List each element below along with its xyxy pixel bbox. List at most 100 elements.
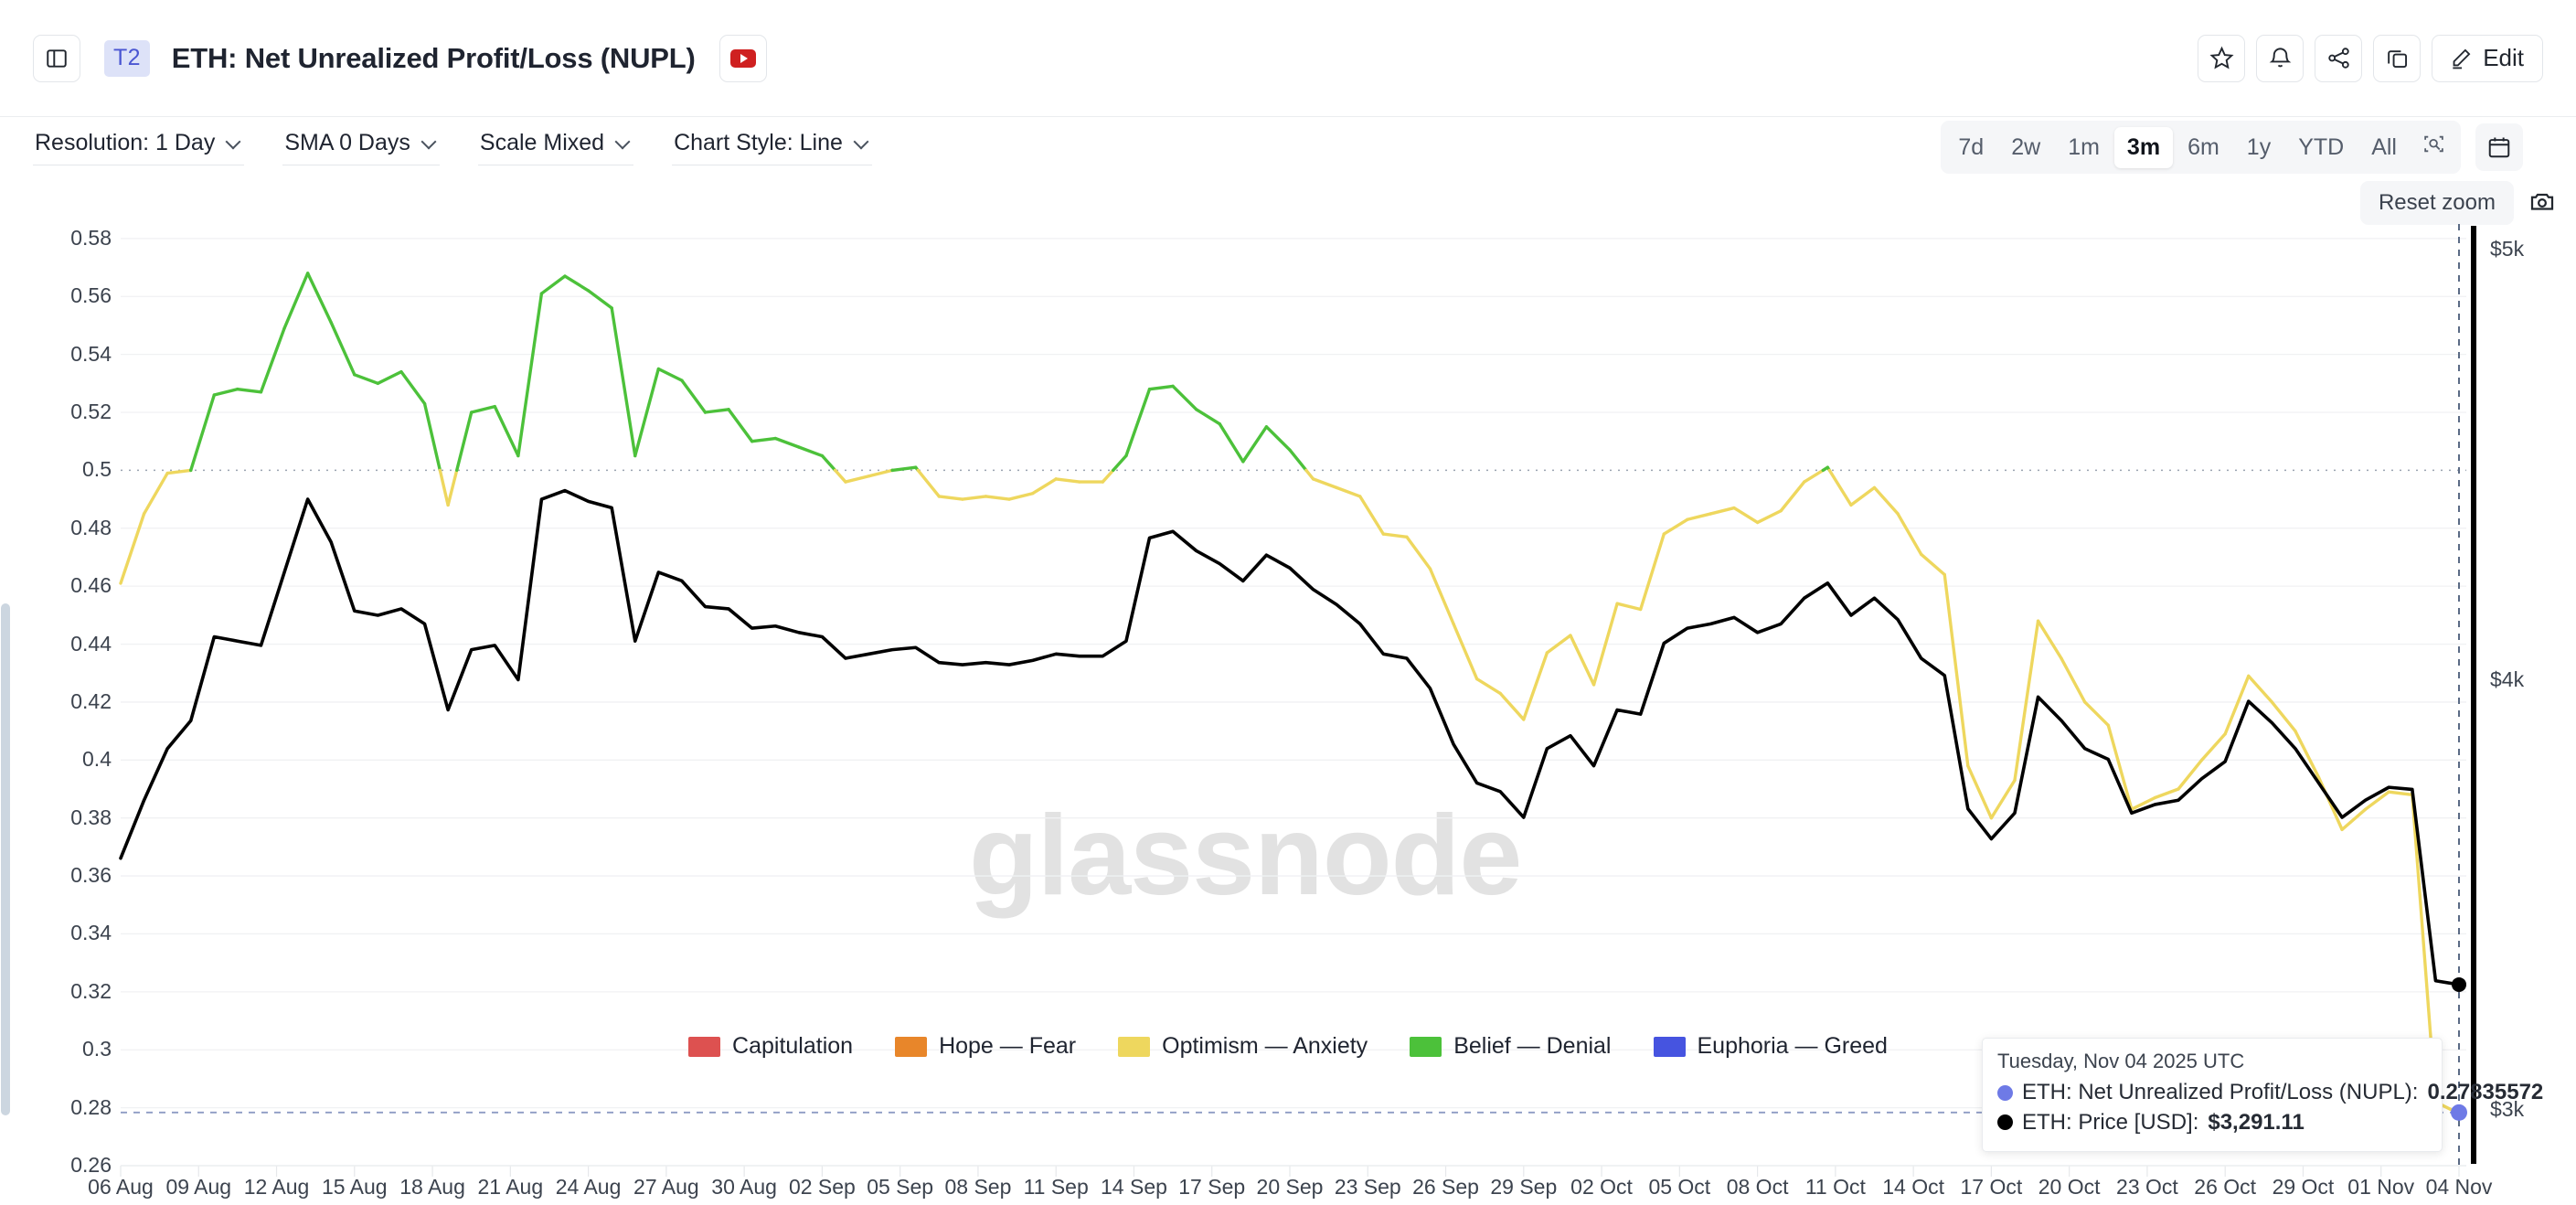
- range-1m[interactable]: 1m: [2068, 133, 2100, 160]
- x-axis-tick-label: 04 Nov: [2425, 1175, 2493, 1199]
- x-axis-tick-label: 26 Oct: [2194, 1175, 2257, 1199]
- series-dot-icon: [1997, 1114, 2013, 1131]
- y-axis-tick-label: 0.28: [70, 1094, 112, 1119]
- legend-label: Euphoria — Greed: [1697, 1033, 1888, 1059]
- chart-style-dropdown[interactable]: Chart Style: Line: [672, 130, 872, 165]
- star-icon: [2209, 46, 2234, 69]
- x-axis-tick-label: 30 Aug: [711, 1175, 777, 1199]
- x-axis-tick-label: 20 Sep: [1256, 1175, 1324, 1199]
- page-scrollbar[interactable]: [0, 0, 11, 1205]
- alerts-button[interactable]: [2256, 34, 2305, 82]
- chart-plot[interactable]: [0, 224, 2576, 1205]
- resolution-dropdown-label: Resolution: 1 Day: [35, 129, 216, 155]
- legend-swatch: [688, 1036, 721, 1057]
- legend-item-belief-denial[interactable]: Belief — Denial: [1410, 1033, 1612, 1060]
- page-title: ETH: Net Unrealized Profit/Loss (NUPL): [171, 41, 696, 74]
- series-dot-icon: [1997, 1084, 2013, 1101]
- x-axis-tick-label: 14 Sep: [1101, 1175, 1167, 1199]
- y-axis-tick-label: 0.52: [70, 400, 112, 423]
- range-selector-group: 7d 2w 1m 3m 6m 1y YTD All: [1941, 121, 2543, 174]
- header-bar: T2 ETH: Net Unrealized Profit/Loss (NUPL…: [0, 0, 2576, 117]
- chevron-down-icon: [422, 136, 436, 150]
- x-axis-tick-label: 18 Aug: [399, 1175, 465, 1199]
- legend-label: Capitulation: [732, 1033, 854, 1059]
- copy-button[interactable]: [2373, 34, 2422, 82]
- chart-style-dropdown-label: Chart Style: Line: [674, 129, 843, 155]
- x-axis-tick-label: 23 Oct: [2116, 1175, 2178, 1199]
- x-axis-tick-label: 17 Oct: [1960, 1175, 2023, 1199]
- x-axis-tick-label: 17 Sep: [1178, 1175, 1246, 1199]
- legend-item-hope-fear[interactable]: Hope — Fear: [895, 1033, 1076, 1060]
- y-axis-tick-label: 0.56: [70, 283, 112, 308]
- x-axis-tick-label: 15 Aug: [321, 1175, 388, 1199]
- range-2w[interactable]: 2w: [2011, 133, 2041, 160]
- reset-zoom-row: Reset zoom: [2210, 177, 2576, 229]
- zoom-select-icon: [2424, 135, 2443, 153]
- y-axis-tick-label: 0.54: [70, 341, 112, 366]
- legend-swatch: [1410, 1036, 1442, 1057]
- tooltip-date: Tuesday, Nov 04 2025 UTC: [1997, 1050, 2245, 1072]
- y-axis-tick-label: 0.3: [82, 1037, 112, 1061]
- chart-area[interactable]: glassnode 0.58 0.56 0.54 0.52 0.5 0.48 0.46 0.4…: [0, 224, 2576, 1205]
- edit-label: Edit: [2483, 44, 2524, 71]
- legend-swatch: [1653, 1036, 1686, 1057]
- tooltip-series-value: 0.27835572: [2427, 1080, 2544, 1104]
- range-all[interactable]: All: [2371, 133, 2397, 160]
- zoom-select-button[interactable]: [2411, 125, 2456, 169]
- youtube-button[interactable]: [719, 34, 767, 82]
- y-axis-tick-label: 0.46: [70, 573, 112, 598]
- y-axis-tick-label: 0.26: [70, 1153, 112, 1177]
- sidebar-toggle-button[interactable]: [33, 34, 80, 82]
- scrollbar-thumb[interactable]: [1, 603, 10, 1115]
- y-axis-tick-label: 0.48: [70, 515, 112, 539]
- share-button[interactable]: [2315, 34, 2363, 82]
- resolution-dropdown[interactable]: Resolution: 1 Day: [33, 129, 245, 165]
- range-1y[interactable]: 1y: [2246, 133, 2272, 160]
- favorite-button[interactable]: [2198, 34, 2246, 82]
- calendar-button[interactable]: [2475, 123, 2523, 171]
- y-axis-tick-label: 0.34: [70, 921, 112, 945]
- edit-button[interactable]: Edit: [2432, 34, 2543, 82]
- controls-bar: Resolution: 1 Day SMA 0 Days Scale Mixed…: [0, 117, 2576, 177]
- chart-tooltip: Tuesday, Nov 04 2025 UTC ETH: Net Unreal…: [1982, 1038, 2543, 1153]
- tier-badge: T2: [104, 39, 150, 77]
- y-axis-tick-label: 0.42: [70, 688, 112, 713]
- youtube-icon: [729, 48, 756, 68]
- x-axis-tick-label: 08 Oct: [1726, 1175, 1789, 1199]
- x-axis-tick-label: 23 Sep: [1334, 1175, 1401, 1199]
- range-ytd[interactable]: YTD: [2298, 133, 2345, 160]
- scale-dropdown-label: Scale Mixed: [479, 129, 605, 155]
- tooltip-series-value: $3,291.11: [2208, 1109, 2305, 1135]
- x-axis-tick-label: 14 Oct: [1882, 1175, 1944, 1199]
- range-7d[interactable]: 7d: [1958, 133, 1985, 160]
- legend-item-optimism-anxiety[interactable]: Optimism — Anxiety: [1118, 1033, 1368, 1060]
- copy-icon: [2387, 50, 2407, 69]
- range-3m[interactable]: 3m: [2113, 126, 2174, 168]
- x-axis-tick-label: 02 Sep: [788, 1175, 856, 1199]
- tooltip-series-label: ETH: Net Unrealized Profit/Loss (NUPL):: [2022, 1080, 2419, 1104]
- tooltip-row-price: ETH: Price [USD]: $3,291.11: [1997, 1108, 2425, 1138]
- x-axis-tick-label: 12 Aug: [243, 1175, 310, 1199]
- scale-dropdown[interactable]: Scale Mixed: [477, 129, 634, 165]
- x-axis-tick-label: 29 Oct: [2272, 1175, 2335, 1199]
- x-axis-tick-label: 27 Aug: [633, 1175, 699, 1199]
- sma-dropdown[interactable]: SMA 0 Days: [282, 130, 440, 165]
- camera-button[interactable]: [2528, 187, 2556, 219]
- x-axis-tick-label: 09 Aug: [165, 1175, 232, 1199]
- right-axis-tick-label: $3k: [2490, 1096, 2525, 1121]
- calendar-icon: [2488, 137, 2510, 158]
- legend-item-capitulation[interactable]: Capitulation: [688, 1033, 853, 1060]
- legend-label: Belief — Denial: [1453, 1033, 1612, 1059]
- x-axis-tick-label: 29 Sep: [1490, 1175, 1558, 1199]
- x-axis-tick-label: 02 Oct: [1570, 1175, 1633, 1199]
- legend-item-euphoria-greed[interactable]: Euphoria — Greed: [1653, 1033, 1888, 1060]
- range-6m[interactable]: 6m: [2187, 133, 2219, 160]
- y-axis-tick-label: 0.5: [82, 457, 112, 482]
- sma-dropdown-label: SMA 0 Days: [284, 129, 410, 155]
- x-axis-tick-label: 21 Aug: [477, 1175, 544, 1199]
- chevron-down-icon: [616, 136, 630, 150]
- tooltip-series-label: ETH: Price [USD]:: [2022, 1109, 2199, 1135]
- reset-zoom-button[interactable]: Reset zoom: [2359, 181, 2514, 225]
- y-axis-tick-label: 0.44: [70, 631, 112, 656]
